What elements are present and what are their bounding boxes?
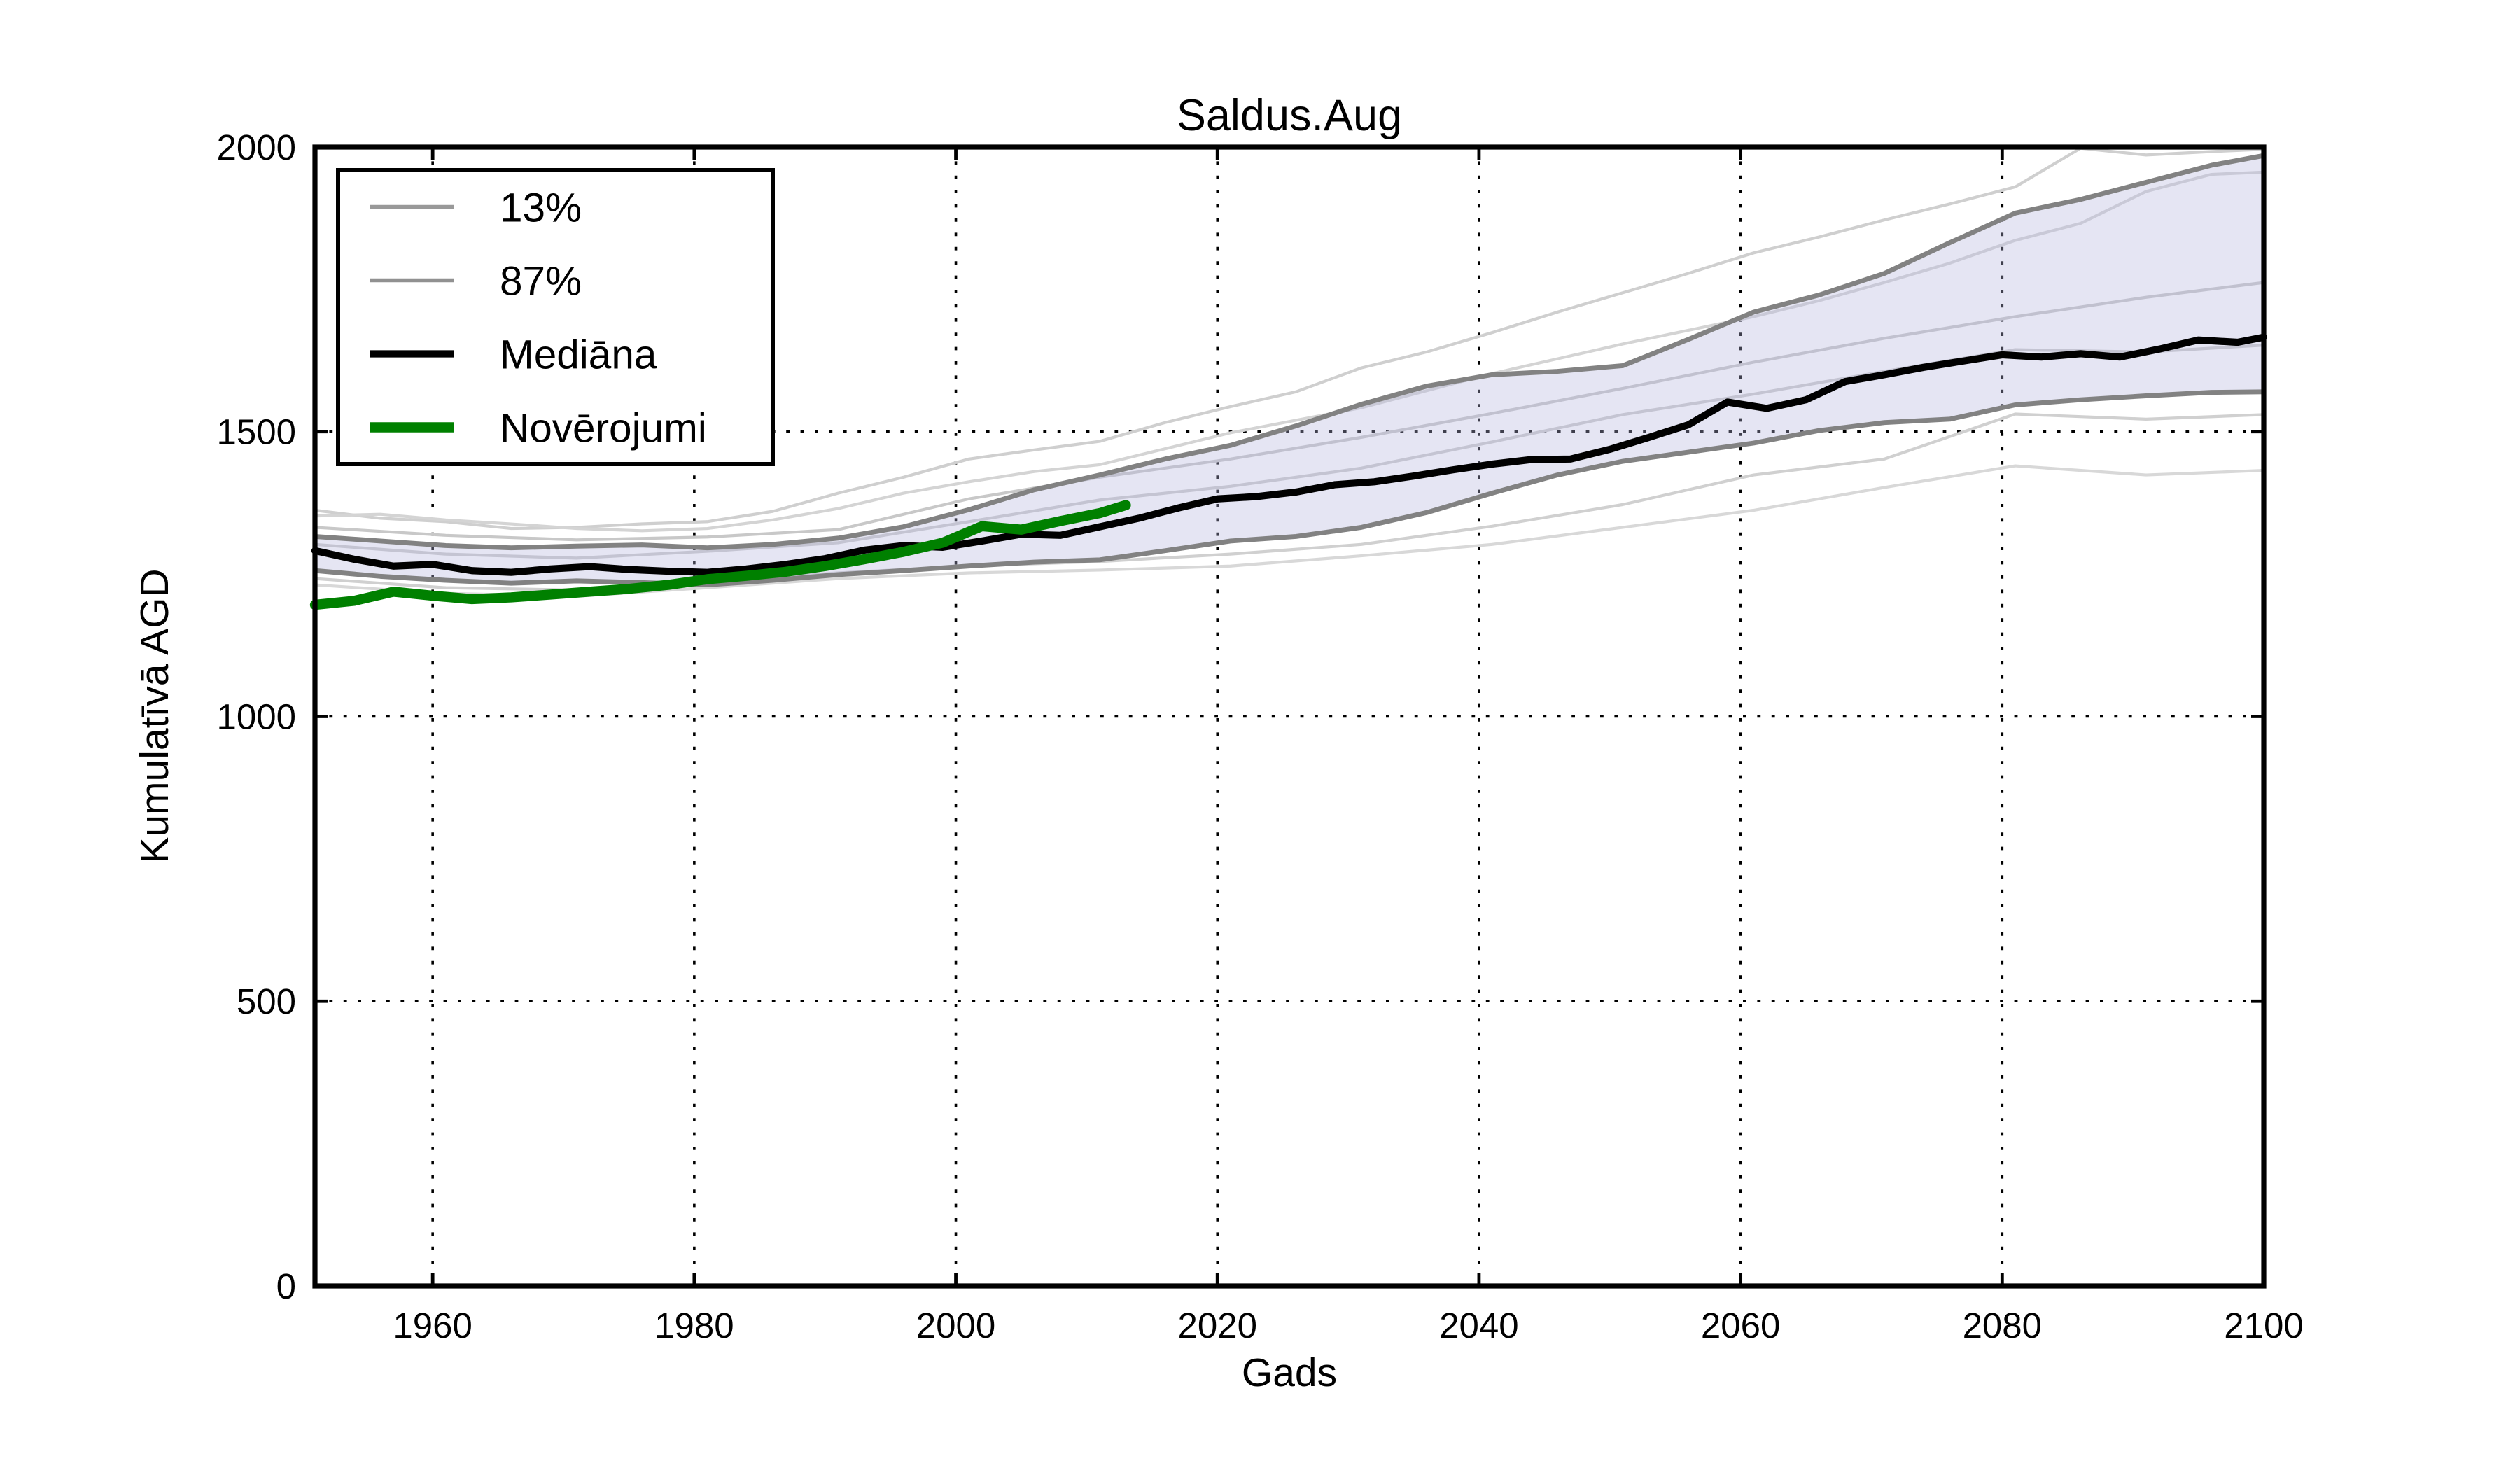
series-nov-rojumi [309, 500, 1131, 610]
percentile-band [315, 155, 2264, 585]
legend-entry-noverojumi: Novērojumi [370, 406, 707, 451]
legend-entry-mediana: Mediāna [370, 332, 657, 378]
x-tick-label: 2100 [2224, 1306, 2303, 1345]
y-tick-label: 500 [237, 981, 296, 1021]
x-tick-label: 2040 [1439, 1306, 1518, 1345]
x-tick-label: 2060 [1701, 1306, 1780, 1345]
x-tick-label: 1960 [393, 1306, 472, 1345]
series-ensemble-3 [313, 281, 2266, 542]
legend-label-87pct: 87% [500, 259, 582, 304]
series-ensemble-1 [313, 146, 2266, 531]
x-tick-label: 2000 [916, 1306, 995, 1345]
x-axis-label: Gads [1242, 1350, 1337, 1395]
legend-label-13pct: 13% [500, 186, 582, 231]
chart-title: Saldus.Aug [1177, 91, 1402, 140]
y-tick-label: 1000 [217, 696, 296, 736]
y-tick-label: 2000 [217, 127, 296, 167]
series-medi-na [311, 333, 2268, 576]
x-tick-label: 1980 [654, 1306, 734, 1345]
y-axis-label: Kumulatīvā AGD [132, 568, 177, 863]
y-tick-label: 1500 [217, 412, 296, 452]
legend-entry-13pct: 13% [370, 186, 582, 231]
x-tick-label: 2080 [1963, 1306, 2042, 1345]
y-tick-label: 0 [276, 1266, 296, 1306]
plot-area: 1960 1980 2000 2020 2040 2060 2080 2100 0 500 1000… [217, 127, 2304, 1345]
legend-entry-87pct: 87% [370, 259, 582, 304]
legend-label-mediana: Mediāna [500, 332, 657, 378]
legend: 13% 87% Mediāna Novērojumi [336, 168, 775, 466]
x-tick-label: 2020 [1178, 1306, 1257, 1345]
legend-label-noverojumi: Novērojumi [500, 406, 707, 451]
series-87- [312, 153, 2267, 551]
series-ensemble-2 [313, 170, 2266, 533]
legend-box [336, 168, 775, 466]
